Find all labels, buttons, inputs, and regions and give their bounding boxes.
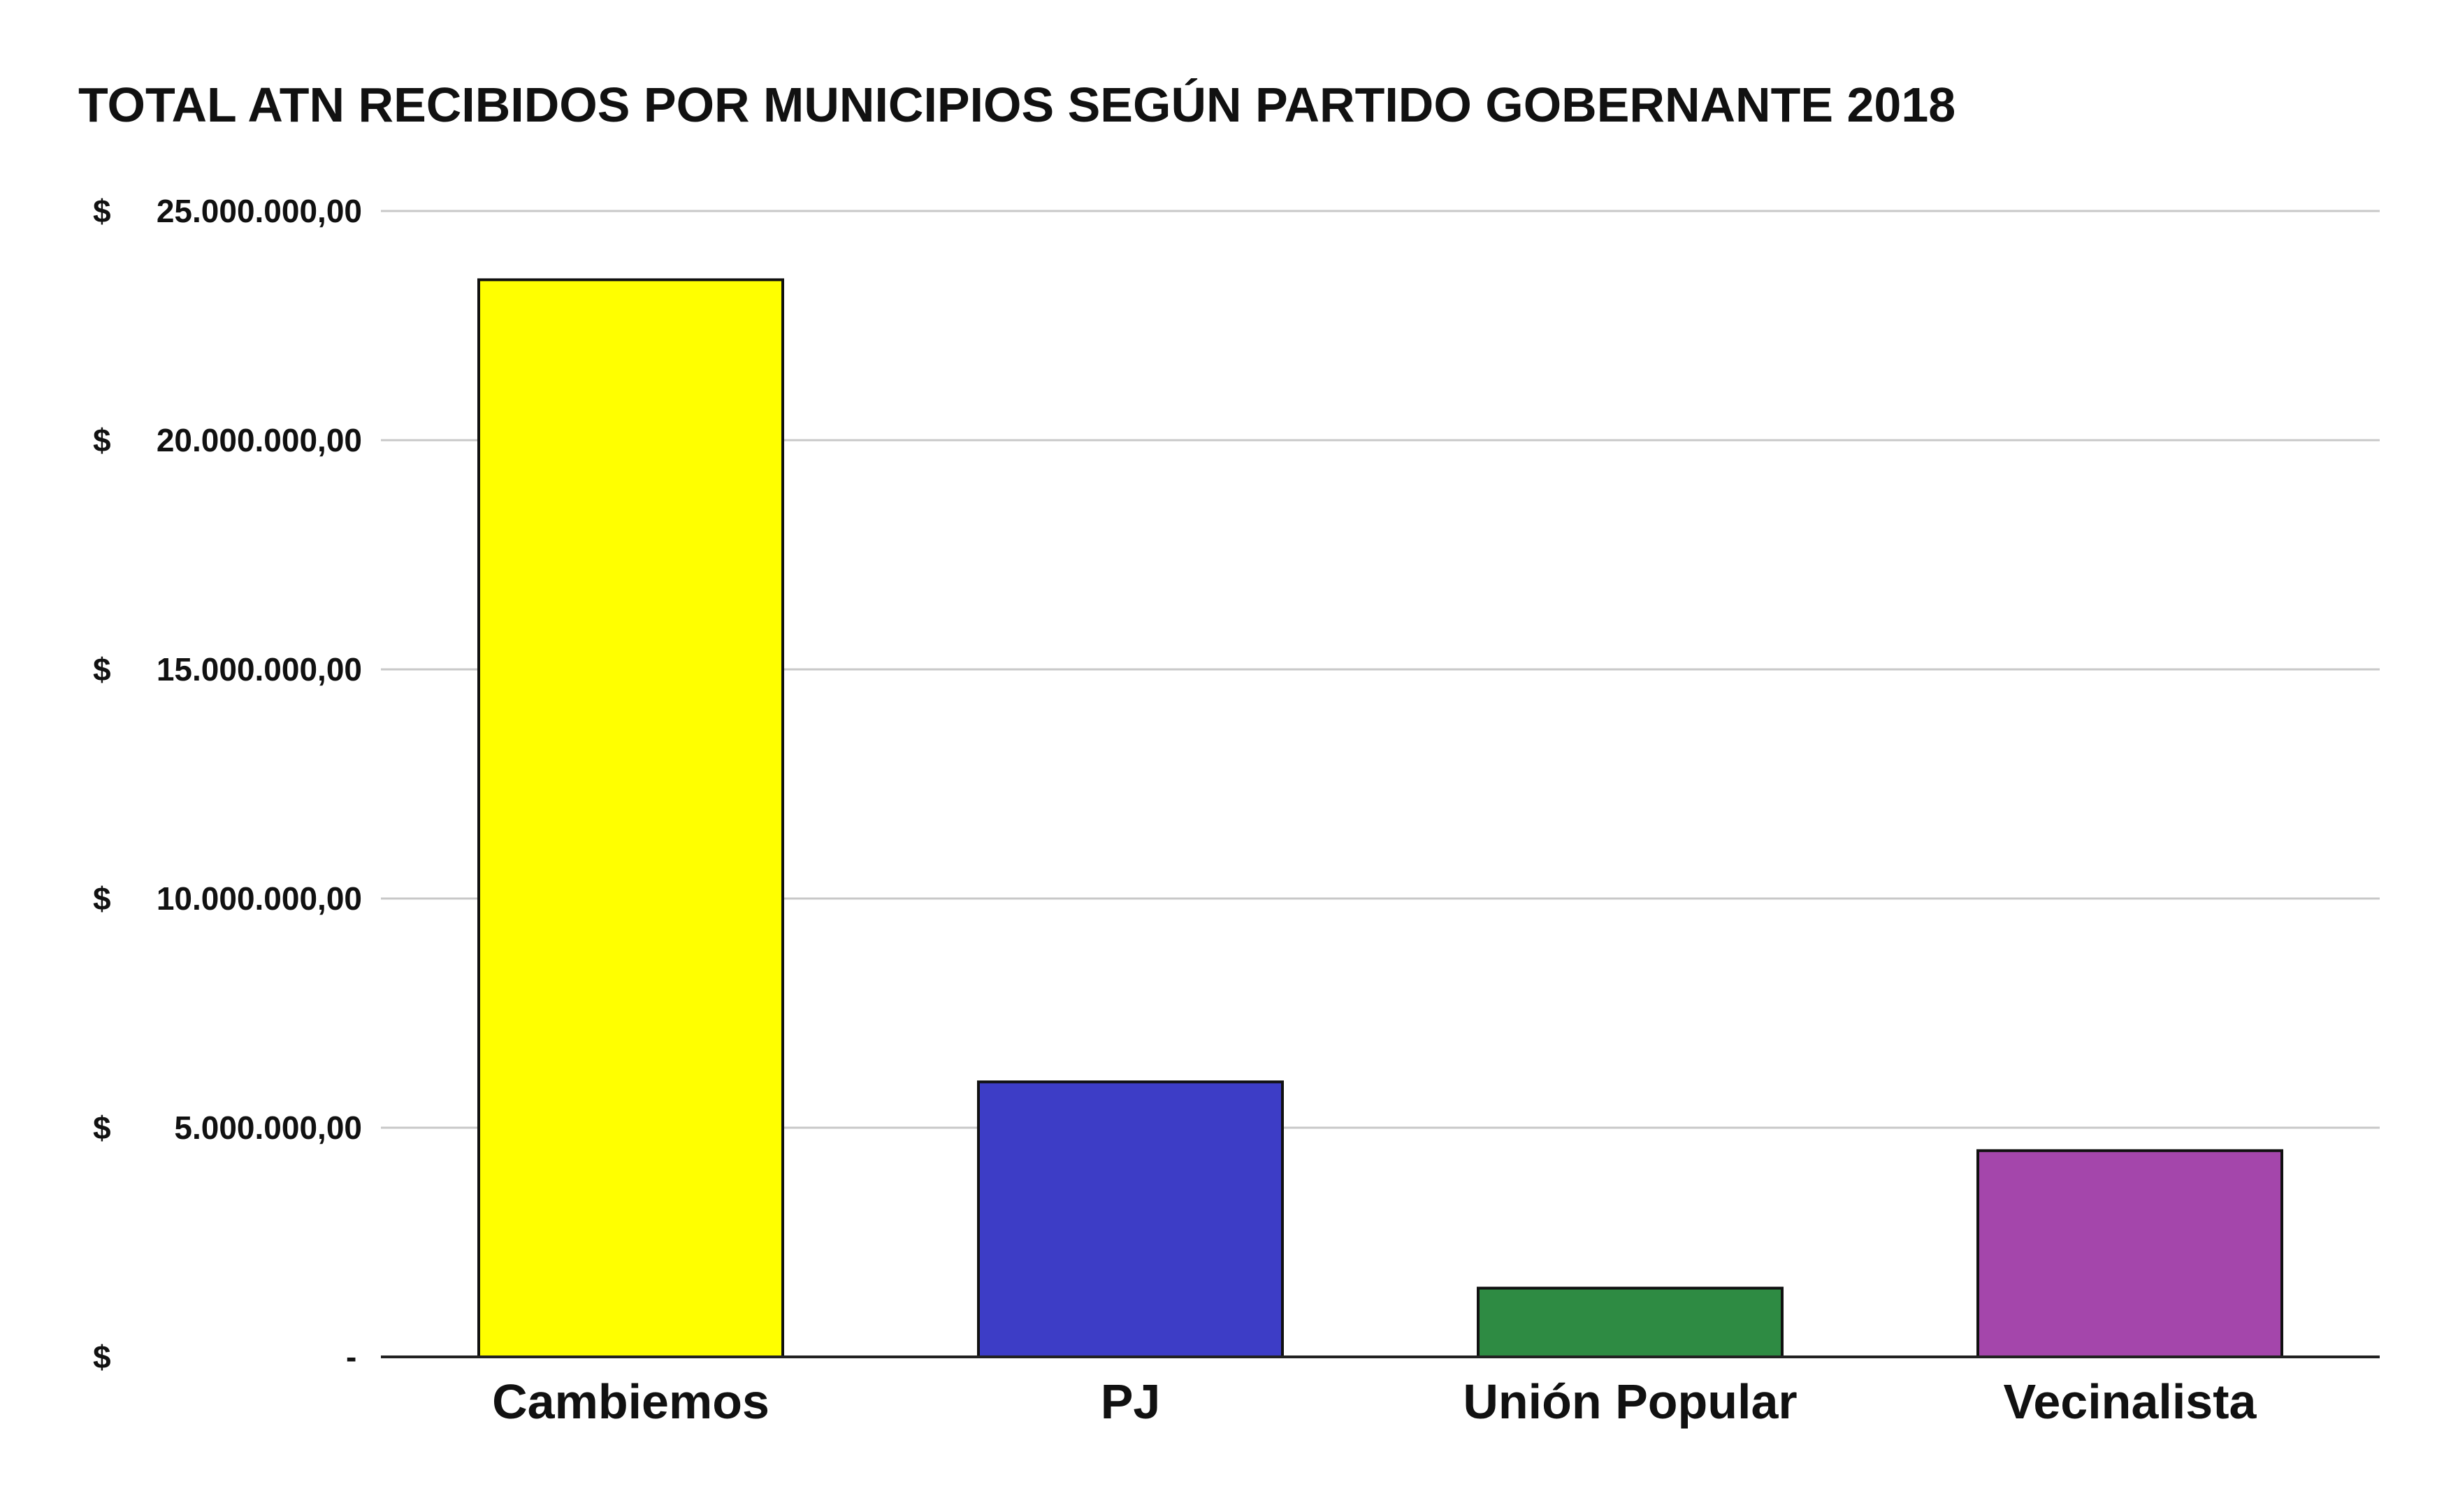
x-category-label: PJ <box>1101 1374 1161 1429</box>
bar-vecinalista <box>1976 1149 2283 1359</box>
bars <box>477 278 2283 1359</box>
x-category-label: Unión Popular <box>1463 1374 1797 1429</box>
y-tick-currency-symbol: $ <box>93 1339 111 1375</box>
x-axis-category-labels: Cambiemos PJ Unión Popular Vecinalista <box>492 1374 2257 1429</box>
y-tick-currency-symbol: $ <box>93 1110 111 1146</box>
x-category-label: Cambiemos <box>492 1374 769 1429</box>
y-tick-currency-symbol: $ <box>93 880 111 917</box>
chart-title: TOTAL ATN RECIBIDOS POR MUNICIPIOS SEGÚN… <box>78 78 1956 132</box>
y-tick-currency-symbol: $ <box>93 422 111 458</box>
y-tick-label: 5.000.000,00 <box>174 1110 362 1146</box>
y-axis-tick-labels: $ - $ 5.000.000,00 $ 10.000.000,00 $ 15.000.000… <box>93 193 362 1375</box>
y-tick-currency-symbol: $ <box>93 193 111 229</box>
bar-uni-n-popular <box>1477 1286 1784 1358</box>
bar-cambiemos <box>477 278 784 1358</box>
y-tick-currency-symbol: $ <box>93 651 111 688</box>
y-tick-label: 20.000.000,00 <box>157 422 362 458</box>
x-category-label: Vecinalista <box>2004 1374 2257 1429</box>
y-tick-label: 25.000.000,00 <box>157 193 362 229</box>
y-tick-label: 15.000.000,00 <box>157 651 362 688</box>
bar-pj <box>977 1080 1284 1359</box>
y-tick-label: 10.000.000,00 <box>157 880 362 917</box>
y-tick-label: - <box>346 1339 356 1375</box>
